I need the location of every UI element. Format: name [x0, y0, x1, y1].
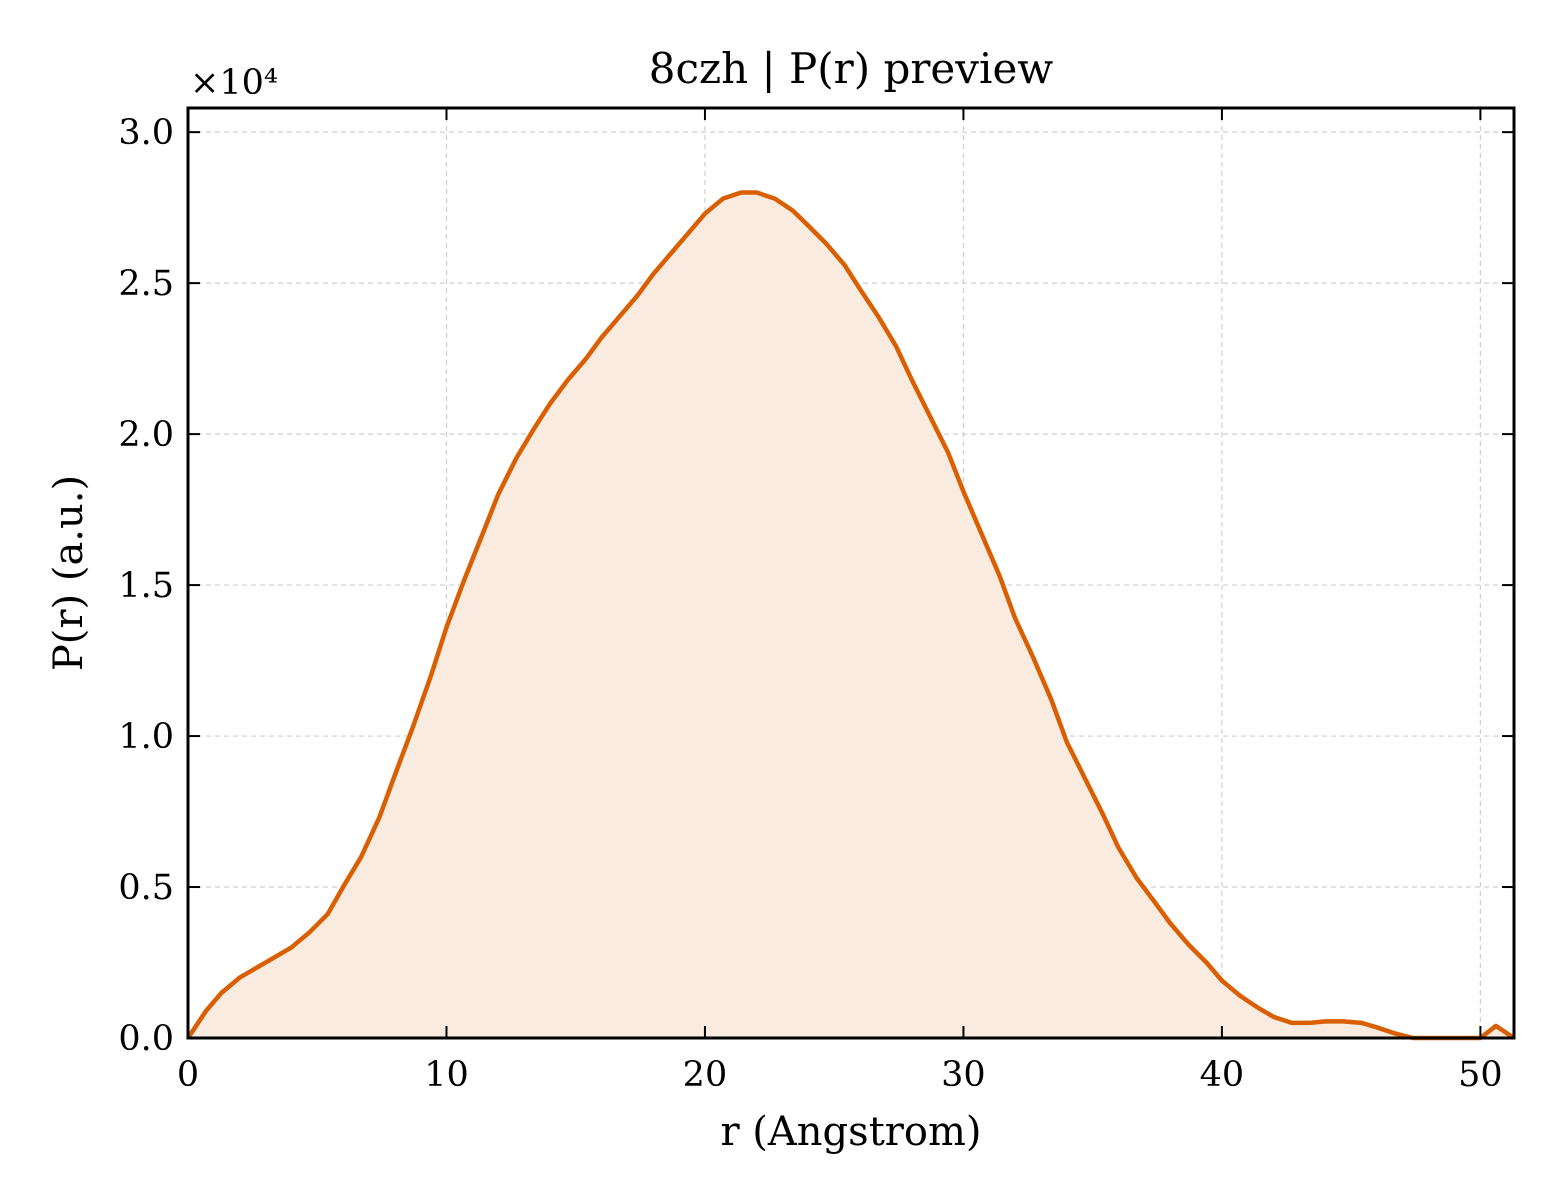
y-axis: 0.0 0.5 1.0 1.5 2.0 2.5 3.0 — [118, 113, 1514, 1059]
y-offset-label: ×10⁴ — [190, 63, 278, 103]
x-tick-label: 0 — [177, 1055, 199, 1095]
pr-curve — [186, 190, 1516, 1041]
pr-area-fill — [188, 192, 1514, 1039]
y-tick-label: 1.0 — [118, 717, 174, 757]
y-tick-label: 3.0 — [118, 113, 174, 153]
y-tick-label: 2.5 — [118, 264, 174, 304]
y-tick-label: 0.0 — [118, 1019, 174, 1059]
y-axis-label: P(r) (a.u.) — [46, 475, 92, 671]
x-tick-label: 50 — [1458, 1055, 1503, 1095]
x-tick-label: 40 — [1200, 1055, 1245, 1095]
x-axis-label: r (Angstrom) — [720, 1109, 981, 1155]
y-tick-label: 2.0 — [118, 415, 174, 455]
x-axis: 0 10 20 30 40 50 — [177, 108, 1503, 1095]
chart-title: 8czh | P(r) preview — [649, 44, 1054, 93]
x-tick-label: 20 — [683, 1055, 728, 1095]
y-tick-label: 1.5 — [118, 566, 174, 606]
x-tick-label: 10 — [424, 1055, 469, 1095]
plot-frame — [186, 106, 1516, 1040]
x-tick-label: 30 — [941, 1055, 986, 1095]
y-tick-label: 0.5 — [118, 868, 174, 908]
